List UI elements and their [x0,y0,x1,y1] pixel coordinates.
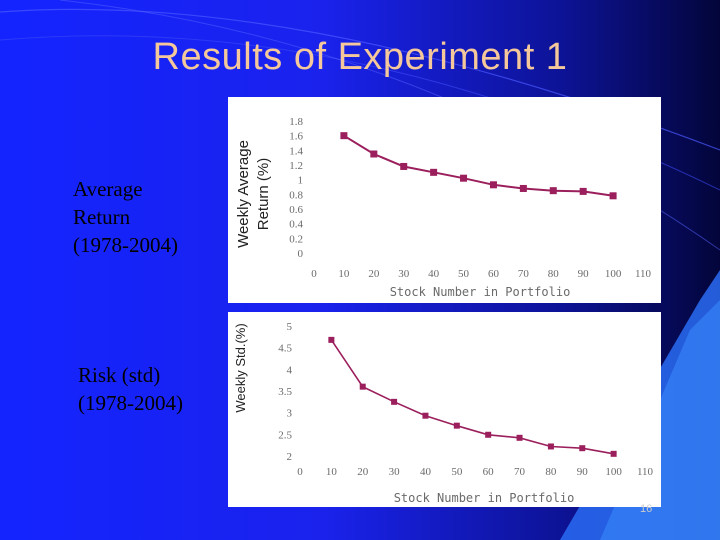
return-chart-panel: Weekly Average Return (%) Stock Number i… [228,97,661,303]
x-tick-label: 20 [357,466,369,478]
data-point [579,187,587,195]
x-tick-label: 30 [398,268,410,280]
risk-label: Risk (std) (1978-2004) [78,361,183,417]
y-tick-label: 0.2 [289,233,303,245]
data-point [460,174,468,182]
y-tick-label: 1 [298,175,304,187]
x-tick-label: 110 [635,268,652,280]
x-tick-label: 0 [311,268,317,280]
x-tick-label: 100 [605,466,622,478]
y-tick-label: 0.8 [289,189,303,201]
x-tick-label: 60 [488,268,500,280]
y-tick-label: 4 [287,364,293,376]
y-tick-label: 0 [298,248,304,260]
data-point [489,181,497,189]
slide-title: Results of Experiment 1 [152,36,568,78]
y-axis-title: Weekly Std.(%) [233,323,248,412]
y-tick-label: 1.8 [289,116,303,128]
data-point [400,162,408,170]
x-tick-label: 10 [338,268,350,280]
page-number: 16 [640,503,653,515]
x-tick-label: 50 [451,466,463,478]
x-tick-label: 110 [637,466,654,478]
y-tick-label: 3.5 [278,386,292,398]
risk-label-line: Risk (std) [78,363,161,387]
x-tick-label: 90 [578,268,590,280]
x-tick-label: 70 [514,466,526,478]
data-point [340,132,348,140]
x-tick-label: 40 [420,466,432,478]
risk-label-line: (1978-2004) [78,391,183,415]
return-label-line: (1978-2004) [73,233,178,257]
x-tick-label: 70 [518,268,530,280]
return-label-line: Return [73,205,131,229]
data-point [422,412,429,419]
data-point [391,398,398,405]
x-tick-label: 100 [605,268,622,280]
y-tick-label: 1.2 [289,160,303,172]
average-return-label: Average Return (1978-2004) [73,175,178,259]
data-point [453,422,460,429]
y-tick-label: 1.6 [289,131,303,143]
y-tick-label: 2.5 [278,429,292,441]
x-axis-title: Stock Number in Portfolio [390,285,571,299]
y-axis-title: Return (%) [255,158,272,231]
x-tick-label: 80 [548,268,560,280]
risk-series-line [330,339,614,455]
x-tick-label: 80 [545,466,557,478]
x-axis-title: Stock Number in Portfolio [394,491,575,505]
x-tick-label: 40 [428,268,440,280]
x-tick-label: 10 [326,466,338,478]
return-chart: Weekly Average Return (%) Stock Number i… [235,116,652,299]
data-point [579,445,586,452]
x-tick-label: 90 [577,466,589,478]
data-point [547,443,554,450]
x-tick-label: 20 [368,268,380,280]
data-point [519,184,527,192]
data-point [549,187,557,195]
y-tick-label: 1.4 [289,145,303,157]
y-tick-label: 5 [287,321,293,333]
x-tick-label: 60 [483,466,495,478]
data-point [370,150,378,158]
y-tick-label: 4.5 [278,343,292,355]
y-tick-label: 0.4 [289,219,303,231]
y-axis-title: Weekly Average [235,140,252,248]
return-series-line [343,134,614,197]
data-point [516,434,523,441]
data-point [430,168,438,176]
risk-chart-panel: Weekly Std.(%) Stock Number in Portfolio… [228,312,661,507]
x-tick-label: 30 [389,466,401,478]
data-point [359,383,366,390]
data-point [610,450,617,457]
return-label-line: Average [73,177,143,201]
x-tick-label: 50 [458,268,470,280]
risk-chart: Weekly Std.(%) Stock Number in Portfolio… [233,321,654,505]
y-tick-label: 0.6 [289,204,303,216]
data-point [609,192,617,200]
y-tick-label: 3 [287,408,293,420]
data-point [485,431,492,438]
data-point [328,336,335,343]
y-tick-label: 2 [287,451,293,463]
x-tick-label: 0 [297,466,303,478]
